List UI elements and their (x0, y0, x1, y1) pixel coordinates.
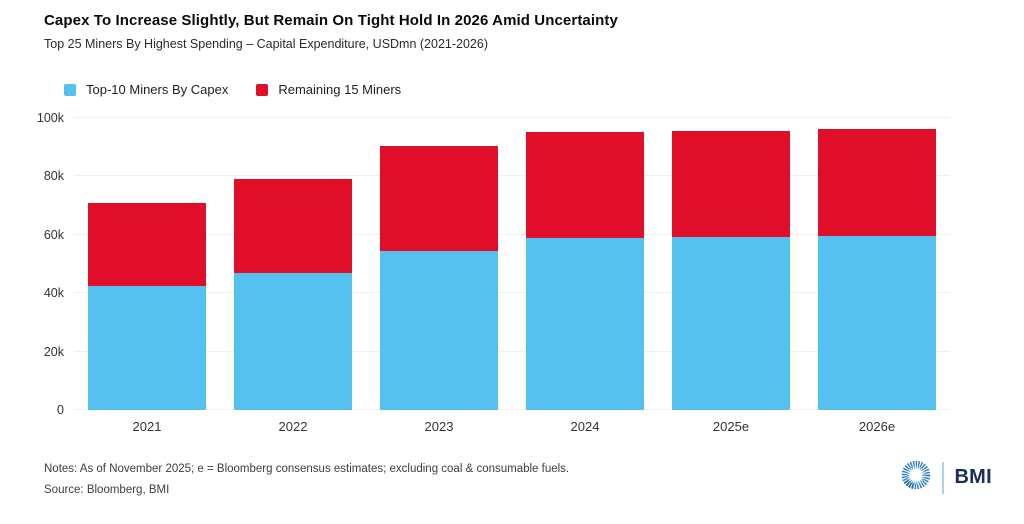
legend-swatch-icon (64, 83, 76, 96)
bar-segment-top10[interactable] (818, 235, 936, 410)
bmi-globe-icon (900, 459, 932, 496)
y-tick-label: 0 (57, 403, 64, 417)
y-tick-label: 40k (43, 286, 64, 301)
logo-divider (942, 461, 945, 494)
bar-segment-remaining[interactable] (526, 131, 644, 238)
source-text: Source: Bloomberg, BMI (44, 484, 170, 496)
y-axis: 0 20k 40k 60k 80k 100k (0, 111, 64, 417)
bar-segment-top10[interactable] (234, 272, 352, 410)
bar-segment-remaining[interactable] (380, 145, 498, 251)
bar-segment-top10[interactable] (526, 237, 644, 410)
x-axis-label: 2024 (570, 419, 600, 434)
bmi-logo: BMI (900, 459, 992, 496)
legend: Top-10 Miners By Capex Remaining 15 Miner… (64, 82, 401, 97)
bar-group-2024[interactable] (526, 118, 644, 410)
bar-group-2023[interactable] (380, 118, 498, 410)
bar-segment-remaining[interactable] (234, 179, 352, 273)
bars (74, 118, 950, 410)
x-axis-label: 2022 (278, 419, 308, 434)
bar-group-2021[interactable] (88, 118, 206, 410)
x-axis-label: 2023 (424, 419, 454, 434)
gridline (74, 175, 950, 177)
y-tick-label: 100k (36, 111, 64, 125)
logo-text: BMI (954, 466, 992, 488)
bar-segment-top10[interactable] (672, 236, 790, 410)
bar-segment-remaining[interactable] (672, 130, 790, 237)
x-axis-label: 2026e (858, 419, 896, 434)
legend-label: Top-10 Miners By Capex (86, 82, 229, 97)
legend-item-top10[interactable]: Top-10 Miners By Capex (64, 82, 228, 97)
bar-group-2022[interactable] (234, 118, 352, 410)
gridline (74, 292, 950, 294)
x-axis-label: 2021 (132, 419, 162, 434)
y-tick-label: 20k (43, 344, 64, 359)
bar-group-2026e[interactable] (818, 118, 936, 410)
chart-subtitle: Top 25 Miners By Highest Spending – Capi… (44, 37, 488, 51)
bar-segment-top10[interactable] (88, 285, 206, 410)
plot-area (74, 117, 950, 410)
x-axis-label: 2025e (712, 419, 750, 434)
gridline (74, 233, 950, 235)
gridline (74, 409, 950, 410)
bar-segment-remaining[interactable] (818, 129, 936, 236)
notes-text: Notes: As of November 2025; e = Bloomber… (44, 463, 570, 475)
gridline (74, 117, 950, 118)
legend-swatch-icon (256, 83, 269, 96)
y-tick-label: 60k (43, 227, 64, 242)
bar-segment-top10[interactable] (380, 250, 498, 410)
legend-item-remaining[interactable]: Remaining 15 Miners (256, 82, 401, 97)
bar-group-2025e[interactable] (672, 118, 790, 410)
legend-label: Remaining 15 Miners (278, 82, 402, 97)
x-axis: 2021 2022 2023 2024 2025e 2026e (74, 419, 950, 434)
bar-segment-remaining[interactable] (88, 202, 206, 286)
gridline (74, 350, 950, 352)
chart-title: Capex To Increase Slightly, But Remain O… (44, 12, 618, 29)
y-tick-label: 80k (43, 169, 64, 184)
